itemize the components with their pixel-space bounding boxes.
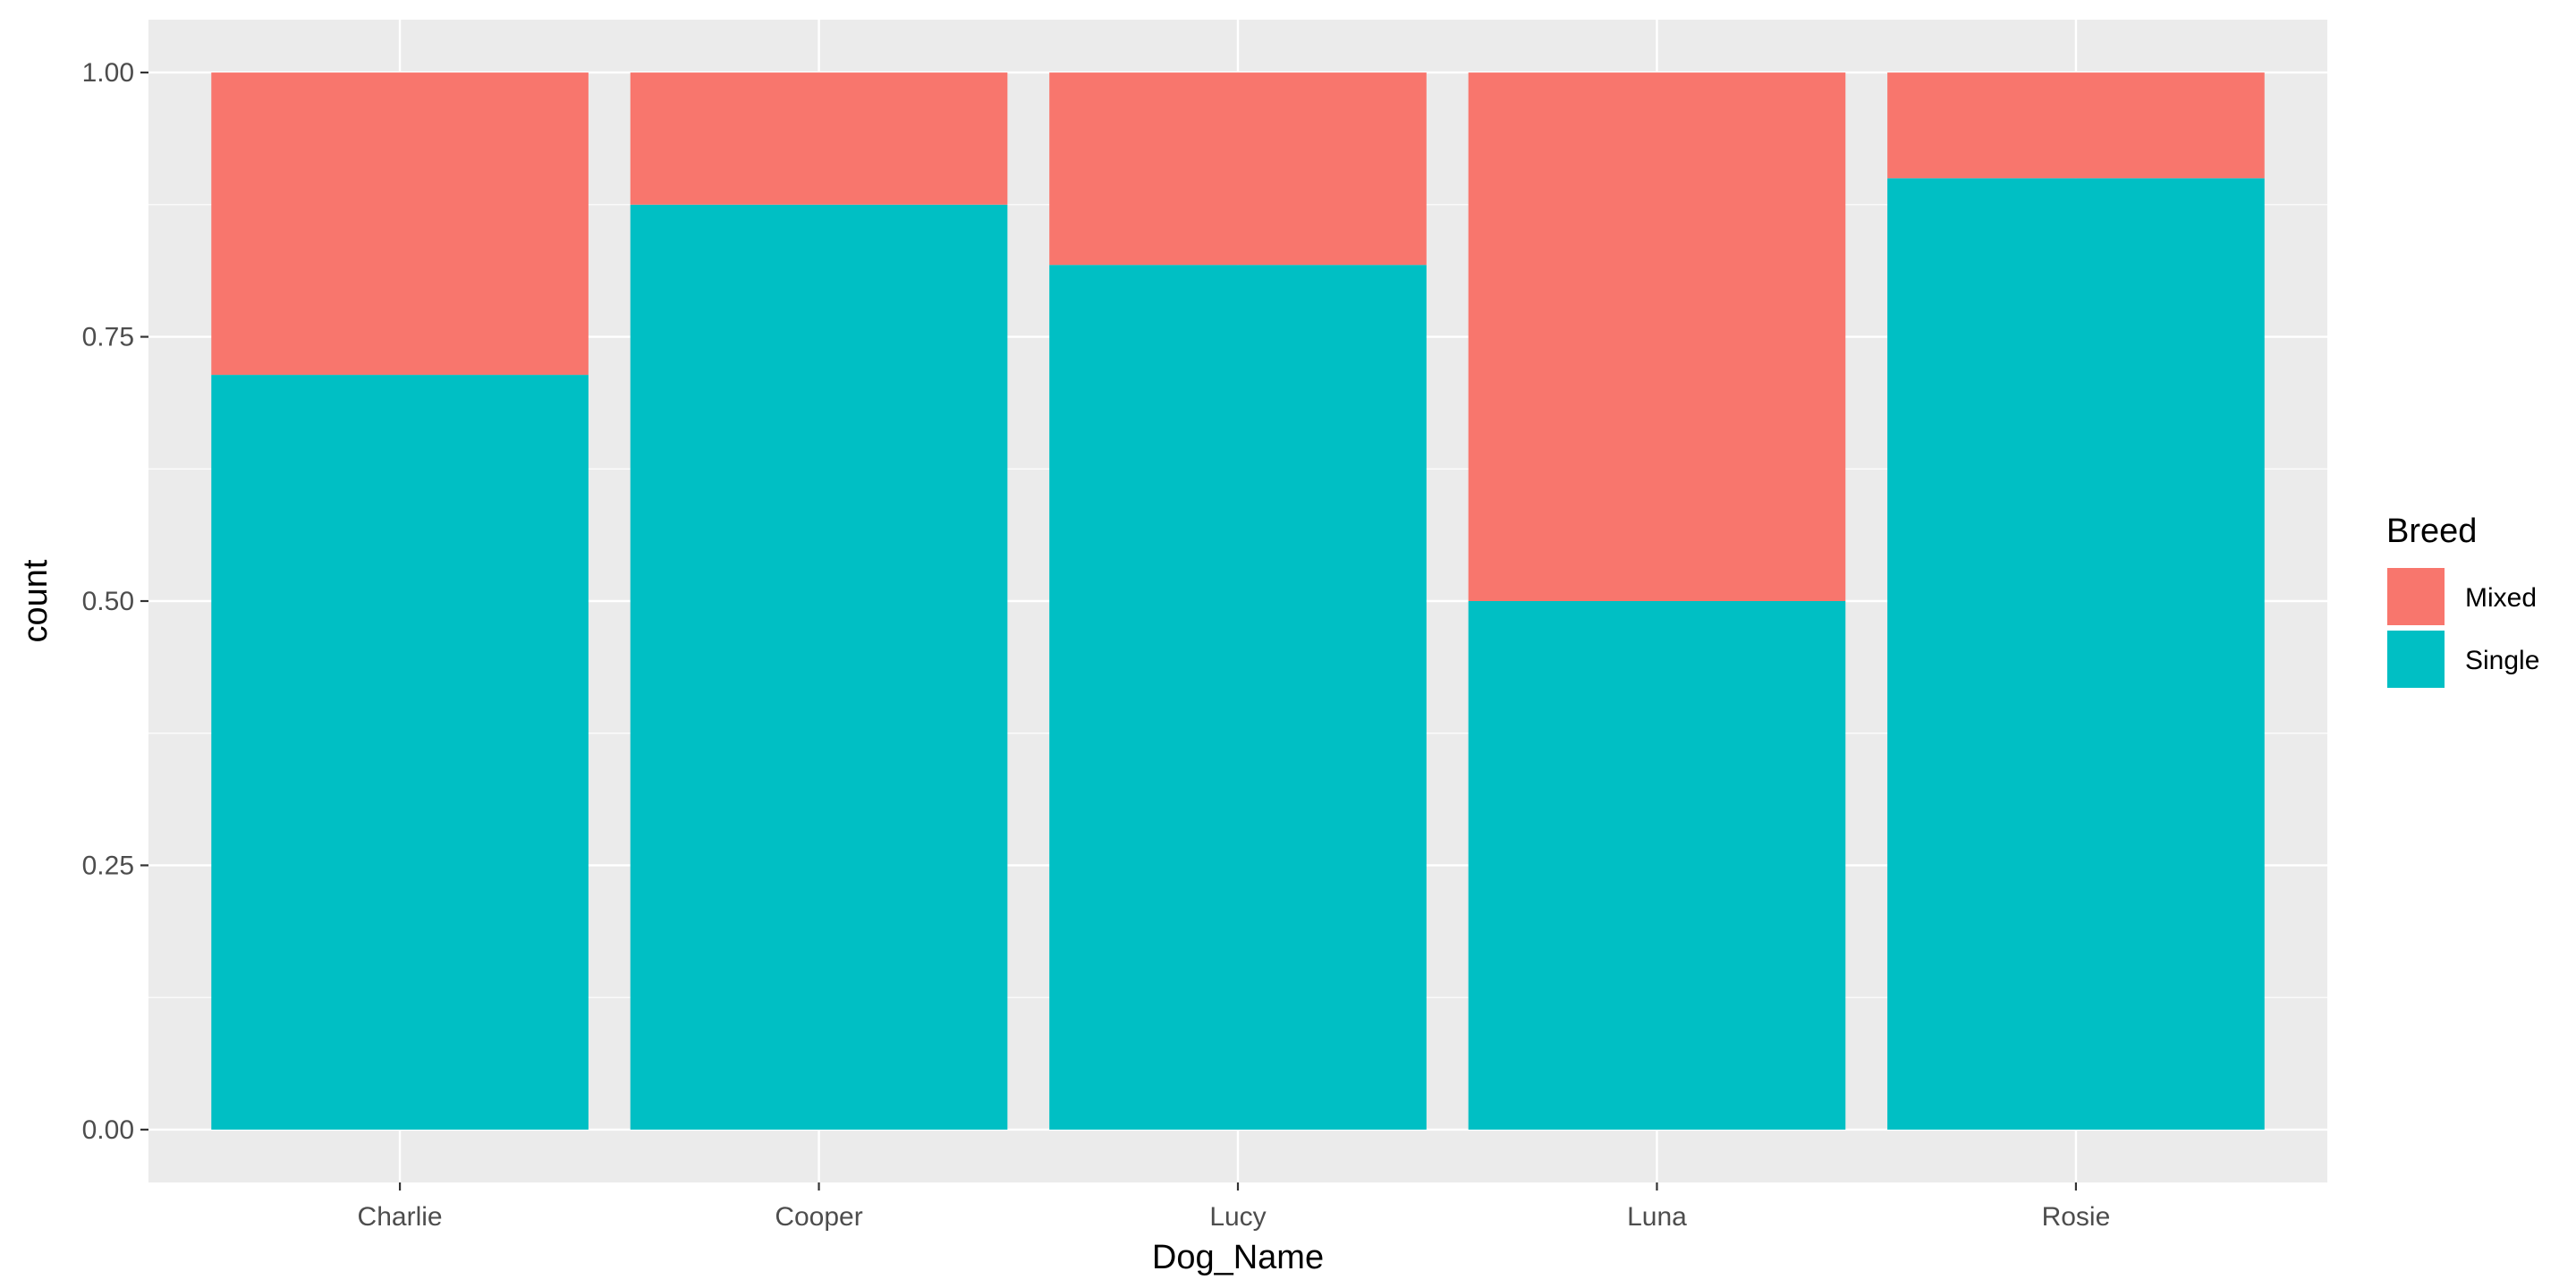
x-tick-label: Luna xyxy=(1627,1202,1687,1232)
x-axis-title: Dog_Name xyxy=(1152,1239,1324,1276)
y-axis: 0.00 0.25 0.50 0.75 1.00 xyxy=(82,58,148,1145)
y-tick-label: 0.00 xyxy=(82,1115,134,1145)
bar-luna-single xyxy=(1468,601,1846,1130)
bar-cooper-single xyxy=(630,204,1008,1130)
bar-charlie-mixed xyxy=(211,72,589,376)
legend-key-mixed xyxy=(2385,566,2446,627)
y-tick-label: 0.50 xyxy=(82,587,134,616)
y-axis-title: count xyxy=(17,559,55,642)
bar-rosie-mixed xyxy=(1887,72,2265,179)
x-tick-label: Rosie xyxy=(2042,1202,2111,1232)
x-tick-label: Charlie xyxy=(358,1202,443,1232)
legend-title: Breed xyxy=(2386,513,2477,550)
x-tick-label: Lucy xyxy=(1209,1202,1266,1232)
bars xyxy=(211,72,2265,1130)
bar-charlie-single xyxy=(211,375,589,1130)
bar-luna-mixed xyxy=(1468,72,1846,601)
y-tick-label: 1.00 xyxy=(82,58,134,88)
bar-lucy-mixed xyxy=(1049,72,1427,266)
y-tick-label: 0.75 xyxy=(82,323,134,352)
bar-rosie-single xyxy=(1887,178,2265,1130)
x-axis: Charlie Cooper Lucy Luna Rosie xyxy=(358,1182,2111,1232)
x-tick-label: Cooper xyxy=(775,1202,862,1232)
y-tick-label: 0.25 xyxy=(82,851,134,880)
bar-cooper-mixed xyxy=(630,72,1008,205)
legend-label-mixed: Mixed xyxy=(2465,583,2537,613)
bar-lucy-single xyxy=(1049,265,1427,1130)
legend: Breed Mixed Single xyxy=(2385,513,2539,690)
legend-key-single xyxy=(2385,629,2446,690)
legend-label-single: Single xyxy=(2465,646,2539,675)
